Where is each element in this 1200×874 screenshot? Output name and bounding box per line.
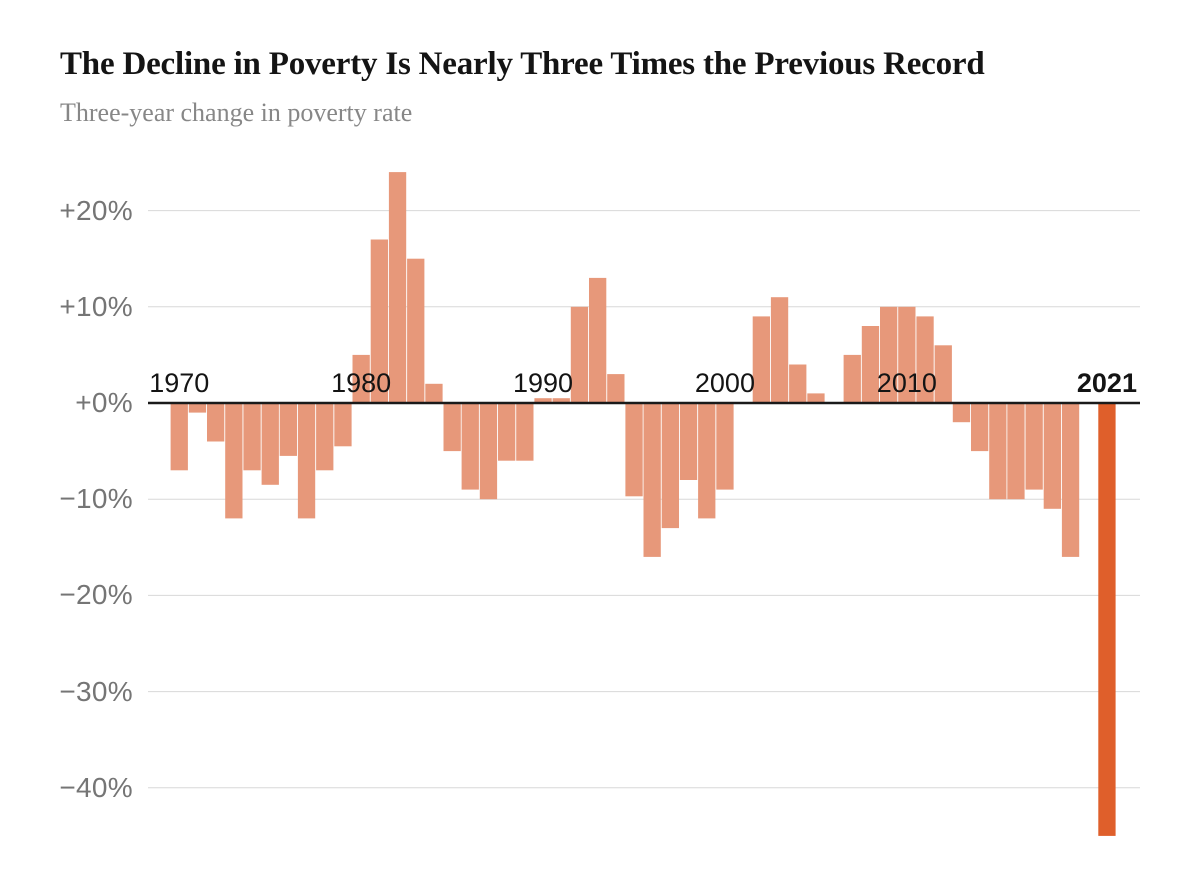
- bar-2000: [716, 403, 734, 490]
- bar-1996: [643, 403, 661, 557]
- bar-2012: [934, 345, 952, 403]
- bar-1985: [443, 403, 461, 452]
- chart-title: The Decline in Poverty Is Nearly Three T…: [60, 46, 985, 82]
- bar-1993: [589, 277, 607, 403]
- bar-2009: [880, 306, 898, 403]
- bar-2010: [898, 306, 916, 403]
- bar-1992: [570, 306, 589, 403]
- bar-1998: [679, 403, 698, 480]
- bar-1982: [388, 172, 407, 403]
- x-year-label-1980: 1980: [331, 368, 392, 398]
- bar-1975: [261, 403, 279, 485]
- bar-1997: [661, 403, 679, 529]
- bar-2008: [861, 326, 880, 403]
- bar-1986: [461, 403, 479, 490]
- x-year-label-2000: 2000: [694, 368, 755, 398]
- bar-1976: [279, 403, 297, 456]
- bar-1995: [625, 403, 643, 497]
- bar-1979: [334, 403, 352, 447]
- bar-1983: [407, 258, 425, 403]
- y-tick-label-0: +0%: [75, 387, 133, 418]
- bar-2004: [789, 364, 807, 403]
- bar-1991: [552, 398, 570, 403]
- bar-1973: [225, 403, 243, 519]
- bar-1974: [243, 403, 261, 471]
- x-year-label-2010: 2010: [876, 368, 937, 398]
- bar-1977: [297, 403, 316, 519]
- bar-1988: [498, 403, 516, 461]
- y-tick-label-20: +20%: [59, 194, 133, 226]
- bar-1970: [170, 403, 188, 471]
- x-year-label-1970: 1970: [149, 368, 210, 398]
- bar-2018: [1043, 403, 1061, 509]
- bar-2017: [1025, 403, 1043, 490]
- bar-1999: [698, 403, 716, 519]
- bar-2021: [1098, 403, 1116, 836]
- bar-1981: [370, 239, 388, 403]
- y-tick-label--40: −40%: [59, 771, 133, 803]
- y-tick-label--10: −10%: [59, 483, 133, 515]
- bar-2007: [843, 354, 861, 403]
- x-year-label-1990: 1990: [513, 368, 574, 398]
- bar-1971: [188, 403, 207, 413]
- bar-1987: [479, 403, 498, 500]
- bar-1994: [607, 374, 625, 403]
- bar-1980: [352, 354, 370, 403]
- bar-2011: [916, 316, 934, 403]
- bar-2005: [807, 393, 825, 403]
- bar-1984: [425, 383, 443, 403]
- bar-2016: [1007, 403, 1025, 500]
- bar-1972: [207, 403, 225, 442]
- bar-1989: [516, 403, 534, 461]
- bar-2014: [971, 403, 989, 452]
- y-tick-label-10: +10%: [59, 290, 133, 322]
- bar-2013: [952, 403, 971, 423]
- chart-subtitle: Three-year change in poverty rate: [60, 98, 413, 127]
- y-tick-label--30: −30%: [59, 675, 133, 707]
- bar-2019: [1061, 403, 1080, 557]
- bar-2015: [989, 403, 1007, 500]
- y-tick-label--20: −20%: [59, 579, 133, 611]
- bar-2003: [770, 297, 789, 403]
- bar-2002: [752, 316, 770, 403]
- bar-1978: [316, 403, 334, 471]
- x-year-label-2021: 2021: [1076, 368, 1137, 398]
- bar-1990: [534, 398, 552, 403]
